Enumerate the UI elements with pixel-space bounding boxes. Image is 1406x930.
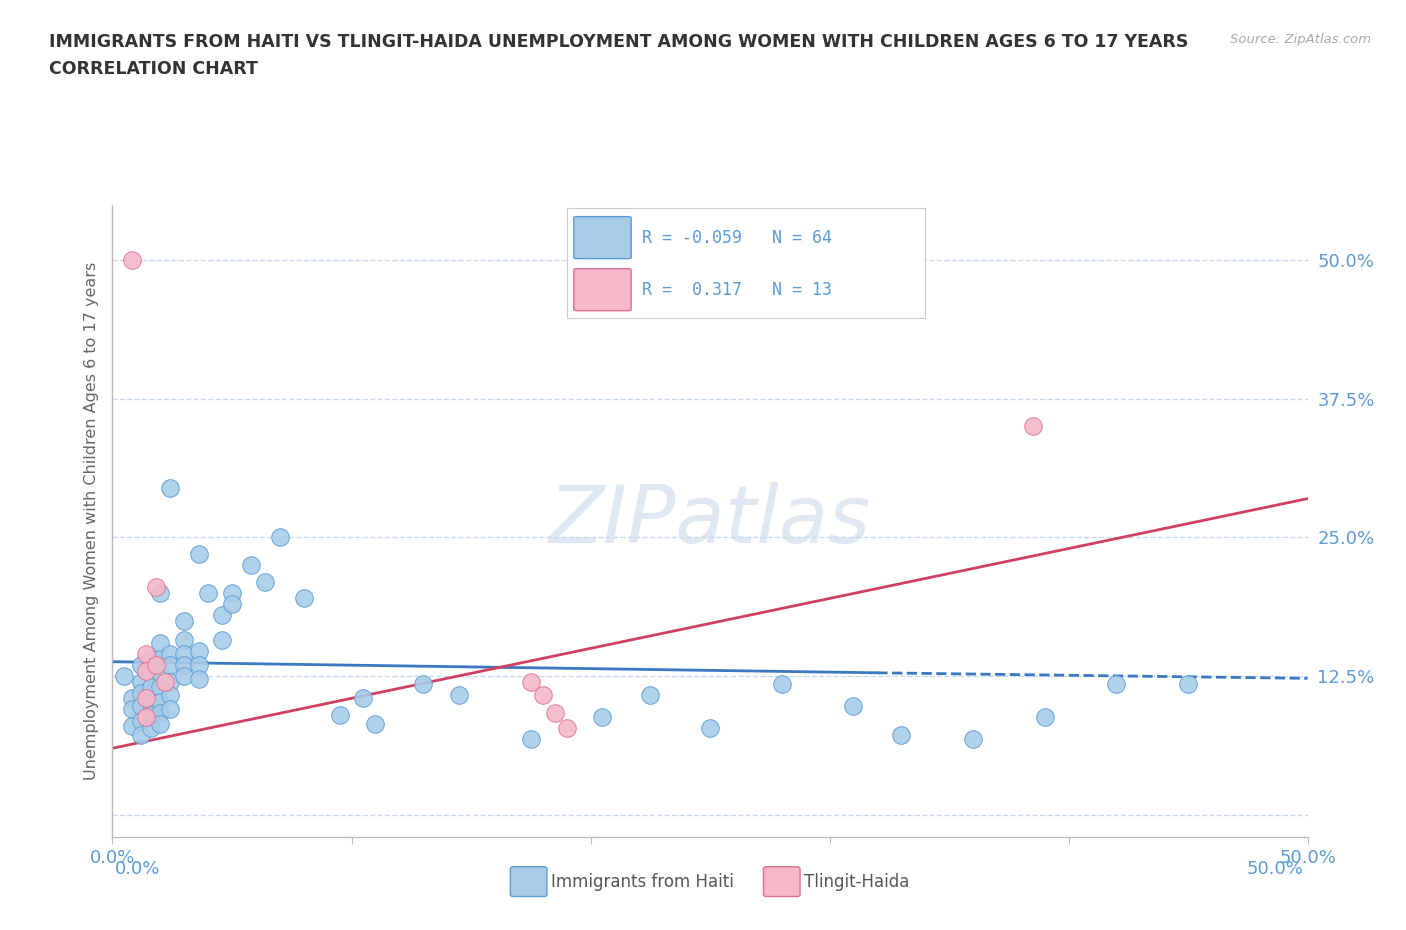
Point xyxy=(364,716,387,731)
Point xyxy=(159,658,181,672)
Point xyxy=(240,558,263,573)
Point xyxy=(129,713,152,728)
Point xyxy=(149,705,172,720)
Point xyxy=(129,727,152,742)
Point xyxy=(328,708,352,723)
Point xyxy=(149,694,172,709)
Point xyxy=(135,691,157,706)
Point xyxy=(139,652,162,667)
Point xyxy=(129,685,152,700)
Point xyxy=(173,613,195,628)
Point xyxy=(159,480,181,495)
Text: Immigrants from Haiti: Immigrants from Haiti xyxy=(551,872,734,891)
Point xyxy=(187,547,209,562)
Point xyxy=(412,676,434,691)
Text: Tlingit-Haida: Tlingit-Haida xyxy=(804,872,910,891)
Point xyxy=(187,672,209,687)
Point xyxy=(139,680,162,695)
Point xyxy=(159,674,181,689)
Point xyxy=(520,732,543,747)
Text: CORRELATION CHART: CORRELATION CHART xyxy=(49,60,259,78)
Point xyxy=(135,663,157,678)
Point xyxy=(254,575,277,590)
Point xyxy=(447,687,470,702)
Point xyxy=(770,676,793,691)
Point xyxy=(173,632,195,647)
Point xyxy=(135,646,157,661)
Point xyxy=(149,635,172,650)
Point xyxy=(1105,676,1128,691)
Point xyxy=(221,596,243,611)
Point xyxy=(555,721,578,736)
Point xyxy=(121,691,143,706)
Point xyxy=(1033,710,1056,724)
Point xyxy=(638,687,662,702)
Point xyxy=(543,705,565,720)
Point xyxy=(121,253,143,268)
Text: 50.0%: 50.0% xyxy=(1247,860,1303,878)
Text: 0.0%: 0.0% xyxy=(115,860,160,878)
Point xyxy=(114,669,135,684)
Point xyxy=(352,691,374,706)
Point xyxy=(159,687,181,702)
Point xyxy=(173,658,195,672)
Point xyxy=(1177,676,1199,691)
Point xyxy=(149,665,172,680)
Point xyxy=(149,680,172,695)
Point xyxy=(591,710,613,724)
Point xyxy=(173,646,195,661)
Point xyxy=(121,702,143,717)
Point xyxy=(221,586,243,601)
Point xyxy=(890,727,912,742)
Point xyxy=(149,652,172,667)
Point xyxy=(135,710,157,724)
Point xyxy=(149,586,172,601)
Point xyxy=(139,708,162,723)
Point xyxy=(211,607,233,622)
Point xyxy=(121,719,143,734)
Point xyxy=(211,632,233,647)
Point xyxy=(292,591,315,606)
Text: ZIPatlas: ZIPatlas xyxy=(548,482,872,560)
Text: Source: ZipAtlas.com: Source: ZipAtlas.com xyxy=(1230,33,1371,46)
Point xyxy=(187,658,209,672)
Point xyxy=(531,687,554,702)
Point xyxy=(197,586,219,601)
Point xyxy=(269,530,291,545)
Y-axis label: Unemployment Among Women with Children Ages 6 to 17 years: Unemployment Among Women with Children A… xyxy=(83,261,98,780)
Point xyxy=(1021,419,1043,434)
Point xyxy=(129,658,152,672)
Point xyxy=(842,698,865,713)
Point xyxy=(962,732,984,747)
Point xyxy=(173,669,195,684)
Point xyxy=(520,674,543,689)
Point xyxy=(159,702,181,717)
Point xyxy=(129,674,152,689)
Point xyxy=(139,697,162,711)
Point xyxy=(145,580,167,595)
Point xyxy=(699,721,721,736)
Text: IMMIGRANTS FROM HAITI VS TLINGIT-HAIDA UNEMPLOYMENT AMONG WOMEN WITH CHILDREN AG: IMMIGRANTS FROM HAITI VS TLINGIT-HAIDA U… xyxy=(49,33,1188,50)
Point xyxy=(153,674,176,689)
Point xyxy=(187,644,209,658)
Point xyxy=(139,665,162,680)
Point xyxy=(139,721,162,736)
Point xyxy=(159,646,181,661)
Point xyxy=(149,716,172,731)
Point xyxy=(145,658,167,672)
Point xyxy=(129,698,152,713)
